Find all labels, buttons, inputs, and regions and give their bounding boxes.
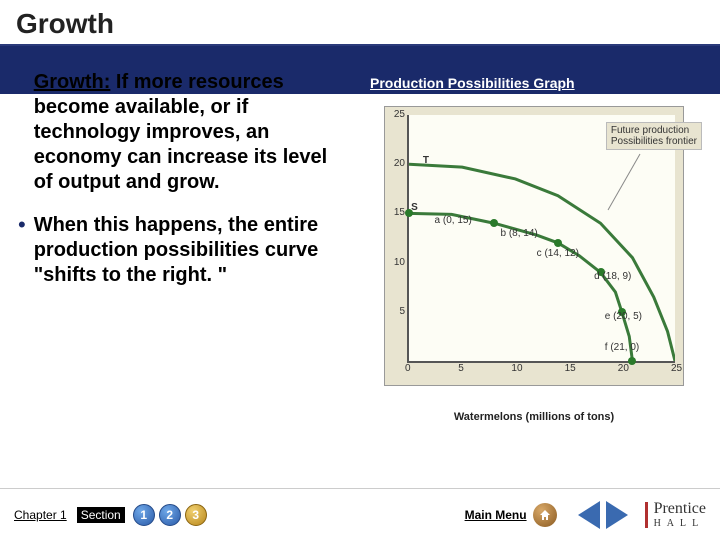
- x-tick: 5: [458, 363, 464, 374]
- publisher-logo: Prentice H A L L: [645, 500, 706, 529]
- next-button[interactable]: [606, 501, 628, 529]
- chart-title: Production Possibilities Graph: [370, 75, 575, 91]
- home-button[interactable]: [533, 503, 557, 527]
- nav-1-button[interactable]: 1: [133, 504, 155, 526]
- bullet-2-text: When this happens, the entire production…: [34, 213, 334, 288]
- x-tick: 10: [511, 363, 522, 374]
- ppf-curves: [409, 115, 675, 361]
- y-tick: 25: [394, 109, 405, 120]
- curve-label: T: [423, 155, 429, 166]
- slide-title: Growth: [16, 8, 704, 40]
- brand-bottom: H A L L: [654, 518, 706, 529]
- chart-column: Production Possibilities Graph Shoes (mi…: [340, 60, 720, 480]
- main-menu-link[interactable]: Main Menu: [465, 508, 527, 522]
- x-tick: 25: [671, 363, 682, 374]
- point-label-d: d (18, 9): [594, 271, 631, 282]
- bullet-2: • When this happens, the entire producti…: [18, 213, 334, 288]
- section-label: Section: [77, 507, 125, 523]
- y-tick: 15: [394, 207, 405, 218]
- bullet-dot-icon: •: [18, 213, 26, 288]
- data-point-b: [490, 219, 498, 227]
- prev-button[interactable]: [578, 501, 600, 529]
- brand-top: Prentice: [654, 500, 706, 517]
- data-point-c: [554, 239, 562, 247]
- point-label-f: f (21, 0): [605, 342, 639, 353]
- title-bar: Growth: [0, 0, 720, 46]
- bullet-1-term: Growth:: [34, 71, 111, 93]
- text-column: • Growth: If more resources become avail…: [0, 60, 340, 480]
- y-tick: 20: [394, 158, 405, 169]
- bullet-1-text: Growth: If more resources become availab…: [34, 70, 334, 195]
- point-label-c: c (14, 12): [537, 248, 579, 259]
- y-tick: 10: [394, 257, 405, 268]
- x-axis-label: Watermelons (millions of tons): [454, 411, 614, 423]
- content-area: • Growth: If more resources become avail…: [0, 60, 720, 480]
- point-label-e: e (20, 5): [605, 311, 642, 322]
- y-tick: 5: [399, 306, 405, 317]
- bullet-1: • Growth: If more resources become avail…: [18, 70, 334, 195]
- logo-bar-icon: [645, 502, 648, 528]
- data-point-a: [405, 209, 413, 217]
- nav-3-button[interactable]: 3: [185, 504, 207, 526]
- future-ppf-callout: Future productionPossibilities frontier: [606, 122, 702, 150]
- home-icon: [538, 508, 552, 522]
- chapter-link[interactable]: Chapter 1: [14, 508, 67, 522]
- footer-nav: Chapter 1 Section 1 2 3 Main Menu Prenti…: [0, 488, 720, 540]
- nav-2-button[interactable]: 2: [159, 504, 181, 526]
- point-label-a: a (0, 15): [435, 215, 472, 226]
- x-tick: 20: [618, 363, 629, 374]
- point-label-b: b (8, 14): [501, 228, 538, 239]
- x-tick: 0: [405, 363, 411, 374]
- plot-area: 5101520250510152025STa (0, 15)b (8, 14)c…: [407, 115, 675, 363]
- x-tick: 15: [565, 363, 576, 374]
- data-point-f: [628, 357, 636, 365]
- bullet-dot-icon: •: [18, 70, 26, 195]
